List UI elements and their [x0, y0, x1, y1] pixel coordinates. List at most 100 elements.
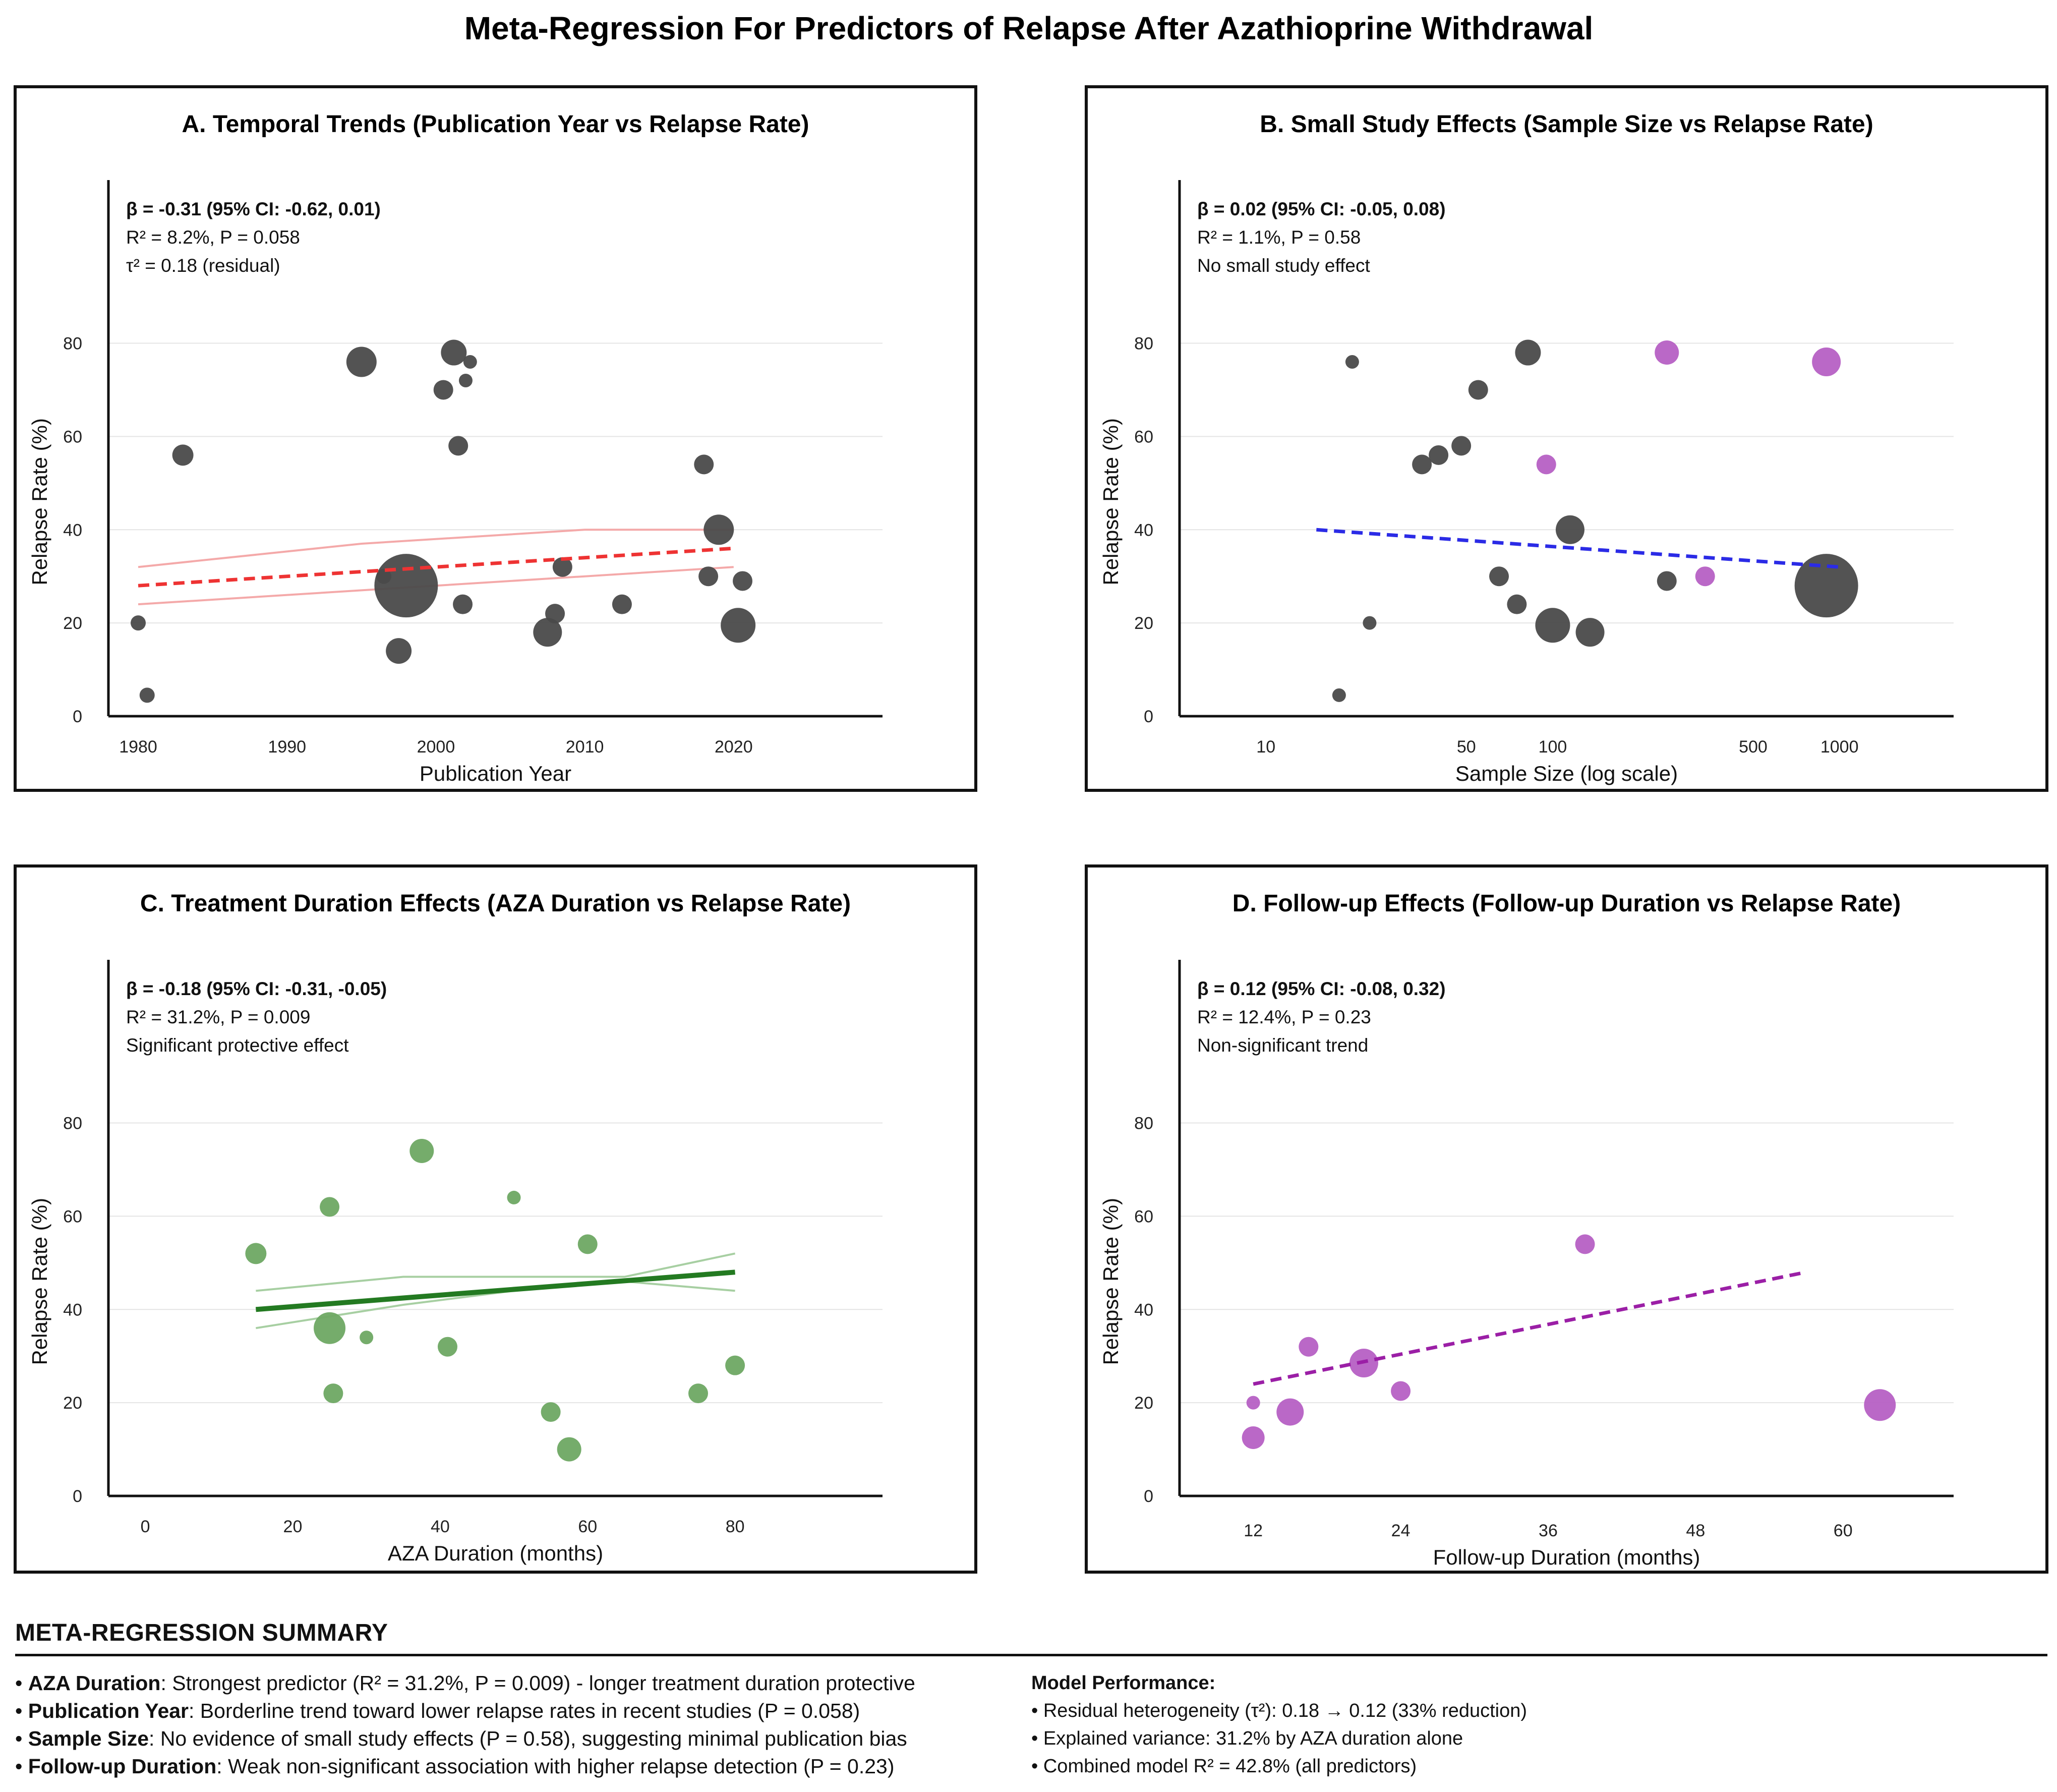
- stats-line: β = 0.12 (95% CI: -0.08, 0.32): [1197, 978, 1446, 999]
- stats-line: R² = 8.2%, P = 0.058: [126, 227, 300, 248]
- x-tick-label: 60: [578, 1517, 597, 1536]
- data-point: [1555, 515, 1584, 544]
- x-tick-label: 10: [1256, 737, 1275, 757]
- data-point: [1363, 616, 1377, 630]
- stats-line: Significant protective effect: [126, 1035, 349, 1056]
- data-point: [1507, 594, 1527, 614]
- summary-item: • Publication Year: Borderline trend tow…: [15, 1699, 860, 1722]
- y-tick-label: 40: [63, 1300, 82, 1319]
- data-point: [725, 1355, 745, 1375]
- data-point: [1535, 608, 1570, 643]
- stats-line: R² = 12.4%, P = 0.23: [1197, 1007, 1371, 1027]
- data-point: [541, 1402, 561, 1422]
- data-point: [703, 514, 734, 545]
- x-tick-label: 500: [1739, 737, 1768, 757]
- panel-frame: [14, 85, 977, 792]
- stats-line: R² = 1.1%, P = 0.58: [1197, 227, 1361, 248]
- x-tick-label: 40: [431, 1517, 450, 1536]
- data-point: [1864, 1389, 1896, 1421]
- summary-item-key: Sample Size: [28, 1727, 149, 1750]
- model-performance-item: • Residual heterogeneity (τ²): 0.18 → 0.…: [1031, 1700, 1527, 1721]
- summary-divider: [15, 1654, 2047, 1656]
- data-point: [323, 1383, 343, 1404]
- data-point: [360, 1331, 374, 1345]
- data-point: [245, 1243, 267, 1264]
- data-point: [507, 1190, 521, 1204]
- y-tick-label: 60: [63, 1207, 82, 1226]
- data-point: [346, 346, 377, 377]
- figure-title: Meta-Regression For Predictors of Relaps…: [464, 10, 1594, 46]
- data-point: [448, 436, 468, 456]
- data-point: [374, 554, 438, 618]
- panel-title: B. Small Study Effects (Sample Size vs R…: [1260, 111, 1873, 138]
- y-tick-label: 0: [73, 707, 82, 726]
- model-performance: Model Performance: • Residual heterogene…: [1031, 1669, 2030, 1780]
- x-tick-label: 2020: [715, 737, 753, 757]
- data-point: [1332, 688, 1346, 702]
- y-tick-label: 0: [1144, 707, 1153, 726]
- panel-title: A. Temporal Trends (Publication Year vs …: [182, 111, 809, 138]
- data-point: [1489, 566, 1509, 587]
- data-point: [1794, 554, 1858, 618]
- x-axis-label: Sample Size (log scale): [1455, 762, 1678, 785]
- data-point: [577, 1234, 598, 1254]
- data-point: [1575, 618, 1605, 647]
- x-tick-label: 50: [1457, 737, 1476, 757]
- y-tick-label: 0: [1144, 1487, 1153, 1506]
- x-tick-label: 12: [1244, 1521, 1263, 1540]
- x-tick-label: 2000: [417, 737, 455, 757]
- meta-regression-summary: META-REGRESSION SUMMARY • AZA Duration: …: [15, 1619, 2047, 1778]
- summary-item-key: Publication Year: [28, 1699, 189, 1722]
- regression-line: [138, 546, 734, 588]
- summary-item-text: : No evidence of small study effects (P …: [149, 1727, 907, 1750]
- ci-band-upper: [138, 529, 734, 568]
- data-point: [1655, 340, 1679, 365]
- summary-findings: • AZA Duration: Strongest predictor (R² …: [15, 1669, 1024, 1780]
- data-point: [694, 454, 714, 475]
- data-point: [733, 571, 753, 591]
- y-tick-label: 80: [1134, 334, 1153, 354]
- y-tick-label: 80: [63, 334, 82, 354]
- data-point: [1299, 1337, 1319, 1357]
- y-tick-label: 40: [63, 521, 82, 540]
- x-tick-label: 2010: [566, 737, 604, 757]
- data-point: [1412, 454, 1432, 475]
- regression-line: [255, 1269, 736, 1312]
- y-tick-label: 20: [1134, 614, 1153, 633]
- data-point: [139, 687, 155, 703]
- data-point: [320, 1197, 340, 1217]
- y-axis-label: Relapse Rate (%): [1099, 1198, 1123, 1365]
- y-tick-label: 0: [73, 1487, 82, 1506]
- summary-title: META-REGRESSION SUMMARY: [15, 1620, 388, 1646]
- y-tick-label: 20: [63, 614, 82, 633]
- x-tick-label: 20: [283, 1517, 303, 1536]
- data-point: [441, 339, 467, 366]
- summary-item-text: : Borderline trend toward lower relapse …: [189, 1699, 860, 1722]
- summary-item: • AZA Duration: Strongest predictor (R² …: [15, 1671, 915, 1695]
- stats-line: β = -0.18 (95% CI: -0.31, -0.05): [126, 978, 387, 999]
- data-point: [612, 594, 632, 614]
- data-point: [688, 1383, 709, 1404]
- x-tick-label: 24: [1391, 1521, 1410, 1540]
- data-point: [1695, 566, 1715, 587]
- data-point: [1657, 571, 1677, 591]
- stats-line: Non-significant trend: [1197, 1035, 1368, 1056]
- y-tick-label: 80: [63, 1114, 82, 1133]
- data-point: [1276, 1398, 1304, 1426]
- y-axis-label: Relapse Rate (%): [28, 1198, 51, 1365]
- x-tick-label: 1000: [1820, 737, 1859, 757]
- data-point: [453, 594, 473, 614]
- figure: Meta-Regression For Predictors of Relaps…: [14, 10, 2048, 1574]
- y-tick-label: 40: [1134, 1300, 1153, 1319]
- model-performance-title: Model Performance:: [1031, 1672, 1216, 1694]
- ci-band-lower: [138, 566, 734, 606]
- data-point: [552, 557, 572, 577]
- x-tick-label: 1980: [119, 737, 157, 757]
- stats-line: No small study effect: [1197, 255, 1370, 276]
- summary-item-key: Follow-up Duration: [28, 1755, 217, 1778]
- data-point: [463, 355, 477, 369]
- data-point: [533, 618, 562, 647]
- ci-band-upper: [256, 1252, 736, 1292]
- data-point: [721, 608, 756, 643]
- data-point: [1451, 436, 1472, 456]
